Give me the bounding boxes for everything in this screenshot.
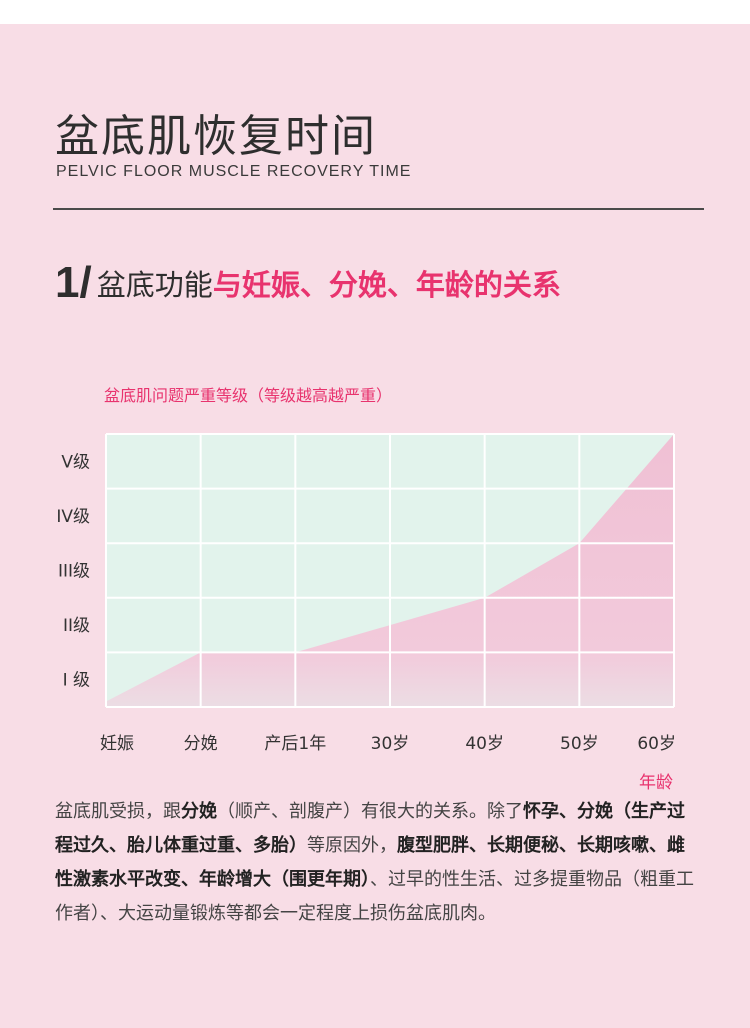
paragraph-bold-run: 腹型肥胖、长期便秘、长期咳嗽、雌性激素水平改变、年龄增大（围更年期）	[55, 835, 685, 890]
x-tick-label: 30岁	[371, 734, 410, 754]
y-tick-label: III级	[58, 562, 90, 582]
x-tick-label: 50岁	[560, 734, 599, 754]
x-tick-label: 分娩	[184, 734, 218, 754]
section-number: 1/	[55, 258, 92, 307]
paragraph-run: 、过早的性生活、过多提重物品（粗重工作者）、大运动量锻炼等都会一定程度上损伤盆底…	[55, 869, 694, 924]
x-tick-label: 产后1年	[264, 734, 326, 754]
y-tick-labels: I 级 II级 III级 IV级 V级	[56, 452, 90, 690]
y-tick-label: II级	[63, 616, 90, 636]
x-tick-labels: 妊娠 分娩 产后1年 30岁 40岁 50岁 60岁	[100, 734, 676, 754]
section-heading: 1/ 盆底功能与妊娠、分娩、年龄的关系	[55, 258, 561, 308]
x-axis-label: 年龄	[639, 773, 673, 793]
paragraph-run: 盆底肌受损，跟	[55, 801, 181, 822]
severity-area	[106, 434, 674, 707]
paragraph-bold-run: 怀孕、分娩（生产过程过久、胎儿体重过重、多胎）	[55, 801, 685, 856]
paragraph-run: （顺产、剖腹产）有很大的关系。除了	[217, 801, 523, 822]
paragraph-bold-run: 分娩	[181, 801, 217, 822]
y-tick-label: V级	[61, 452, 90, 472]
description-paragraph: 盆底肌受损，跟分娩（顺产、剖腹产）有很大的关系。除了怀孕、分娩（生产过程过久、胎…	[55, 795, 700, 931]
severity-age-chart: 盆底肌问题严重等级（等级越高越严重） I 级 II级 III级 IV级 V级 妊娠 分娩 产…	[56, 386, 676, 793]
header-divider	[53, 208, 704, 210]
page-title: 盆底肌恢复时间	[55, 111, 377, 162]
section-title-accent: 与妊娠、分娩、年龄的关系	[212, 268, 561, 302]
y-tick-label: IV级	[56, 507, 90, 527]
section-title-plain: 盆底功能	[96, 268, 213, 302]
y-axis-label: 盆底肌问题严重等级（等级越高越严重）	[104, 386, 392, 405]
grid-lines	[105, 433, 675, 708]
x-tick-label: 40岁	[465, 734, 504, 754]
y-tick-label: I 级	[63, 671, 90, 691]
x-tick-label: 妊娠	[100, 734, 134, 754]
paragraph-run: 等原因外，	[307, 835, 397, 856]
page-subtitle: PELVIC FLOOR MUSCLE RECOVERY TIME	[56, 163, 412, 180]
x-tick-label: 60岁	[637, 734, 676, 754]
